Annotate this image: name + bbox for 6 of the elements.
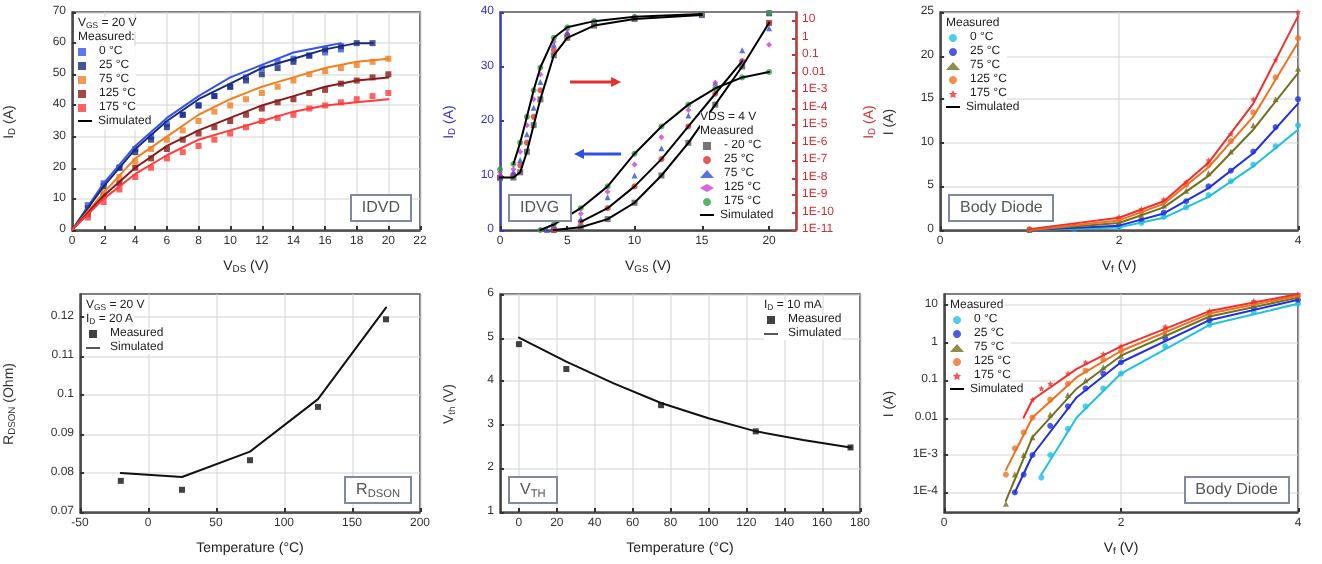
- label-frame: Body Diode: [1183, 476, 1290, 504]
- label-frame: IDVG: [508, 194, 572, 222]
- label-frame: R$_{DSON}$: [344, 476, 412, 504]
- label-frame: V$_{TH}$: [508, 476, 558, 504]
- label-frame: IDVD: [349, 194, 412, 222]
- label-frame: Body Diode: [948, 194, 1055, 222]
